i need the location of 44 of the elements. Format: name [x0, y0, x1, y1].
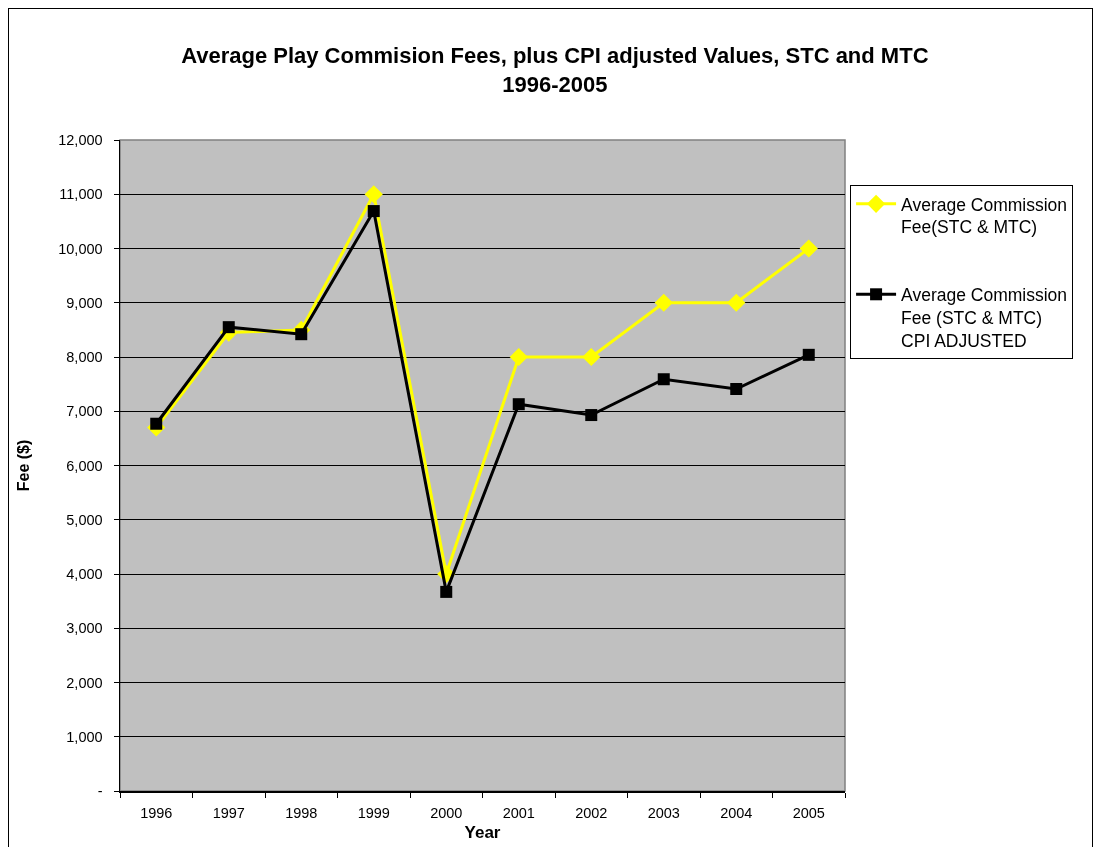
y-tick-label: 11,000 — [59, 186, 103, 203]
y-tick-label: 12,000 — [58, 132, 103, 149]
legend-label: Average Commission Fee (STC & MTC) CPI ADJUSTED — [901, 285, 1068, 351]
x-tick-label: 2001 — [502, 804, 535, 821]
point — [150, 417, 163, 430]
point — [799, 239, 818, 258]
point — [727, 293, 746, 312]
y-tick-label: 7,000 — [66, 403, 103, 420]
x-tick-label: 2003 — [647, 804, 680, 821]
chart-title: Average Play Commision Fees, plus CPI adjusted Values, STC and MTC 1996-2005 — [181, 43, 929, 97]
x-tick-label: 2002 — [575, 804, 608, 821]
point — [582, 347, 601, 367]
legend-label: Average Commission Fee(STC & MTC) — [901, 194, 1068, 238]
y-tick-label: 6,000 — [66, 457, 103, 474]
x-tick-label: 1997 — [212, 804, 245, 821]
y-tick-label: - — [97, 783, 103, 800]
y-tick-label: 1,000 — [66, 728, 103, 745]
x-tick-label: 2005 — [792, 804, 825, 821]
y-axis-title: Fee ($) — [15, 439, 33, 492]
point — [585, 409, 598, 422]
x-tick-label: 2000 — [430, 804, 463, 821]
point — [367, 205, 380, 218]
point — [440, 585, 453, 598]
point — [657, 373, 670, 386]
x-tick-label: 2004 — [720, 804, 753, 821]
y-tick-label: 9,000 — [66, 294, 103, 311]
x-tick-label: 1996 — [140, 804, 173, 821]
x-tick-label: 1998 — [285, 804, 318, 821]
y-tick-label: 10,000 — [58, 240, 103, 257]
point — [730, 383, 743, 396]
point — [222, 321, 235, 334]
point — [654, 293, 673, 312]
point — [509, 347, 528, 367]
y-tick-label: 2,000 — [66, 674, 103, 691]
y-tick-label: 5,000 — [66, 511, 103, 528]
x-tick-label: 1999 — [357, 804, 390, 821]
y-tick-label: 4,000 — [66, 566, 103, 583]
point — [512, 398, 525, 411]
point — [364, 185, 383, 204]
x-axis-title: Year — [464, 823, 501, 843]
y-tick-label: 8,000 — [66, 349, 103, 366]
point — [802, 348, 815, 361]
point — [295, 328, 308, 341]
y-tick-label: 3,000 — [66, 620, 103, 637]
